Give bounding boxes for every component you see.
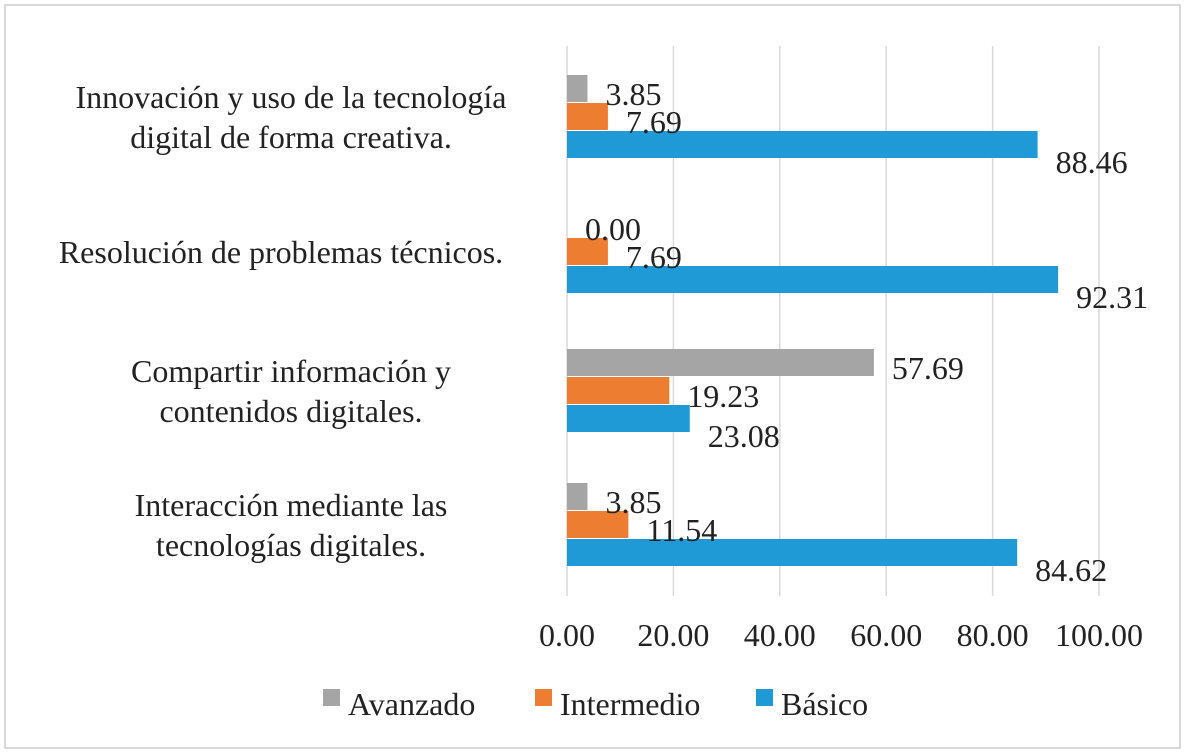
category-label-line: tecnologías digitales. <box>156 527 426 563</box>
data-label: 84.62 <box>1035 552 1107 588</box>
chart-frame: 3.85 7.69 88.46 0.00 7.69 92.31 57.69 19.23 23.0… <box>4 4 1181 749</box>
data-label: 0.00 <box>585 211 641 247</box>
bar-básico <box>567 131 1038 158</box>
bar-intermedio <box>567 238 608 265</box>
category-label: Compartir información y contenidos digita… <box>131 353 451 429</box>
category-label-line: Interacción mediante las <box>135 487 448 523</box>
bar-chart: 3.857.6988.460.007.6992.3157.6919.2323.0… <box>59 46 1148 722</box>
category-label-line: contenidos digitales. <box>159 393 422 429</box>
data-label: 7.69 <box>626 239 682 275</box>
bar-básico <box>567 405 690 432</box>
bar-avanzado <box>567 349 874 376</box>
legend-swatch <box>323 689 340 706</box>
bar-avanzado <box>567 75 588 102</box>
category-labels: Innovación y uso de la tecnología digital… <box>59 79 507 563</box>
category-label-line: Resolución de problemas técnicos. <box>59 234 503 270</box>
data-label: 92.31 <box>1076 279 1148 315</box>
bar-básico <box>567 266 1059 293</box>
bar-intermedio <box>567 103 608 130</box>
data-label: 7.69 <box>626 104 682 140</box>
x-tick-label: 60.00 <box>850 617 922 653</box>
category-label: Innovación y uso de la tecnología digital… <box>76 79 507 155</box>
category-label-line: Compartir información y <box>131 353 451 389</box>
legend: Avanzado Intermedio Básico <box>323 686 868 722</box>
legend-label: Básico <box>781 686 868 722</box>
x-axis-ticks: 0.00 20.00 40.00 60.00 80.00 100.00 <box>539 617 1143 653</box>
x-tick-label: 100.00 <box>1055 617 1143 653</box>
category-label-line: digital de forma creativa. <box>130 119 452 155</box>
data-label: 11.54 <box>646 512 717 548</box>
data-label: 88.46 <box>1056 144 1128 180</box>
x-tick-label: 20.00 <box>637 617 709 653</box>
bar-intermedio <box>567 377 670 404</box>
bar-intermedio <box>567 511 629 538</box>
legend-swatch <box>756 689 773 706</box>
legend-label: Avanzado <box>348 686 475 722</box>
data-label: 19.23 <box>687 378 759 414</box>
x-tick-label: 0.00 <box>539 617 595 653</box>
bars <box>567 75 1059 566</box>
data-label: 3.85 <box>605 484 661 520</box>
x-tick-label: 40.00 <box>744 617 816 653</box>
category-label: Interacción mediante las tecnologías digi… <box>135 487 448 563</box>
data-label: 3.85 <box>605 76 661 112</box>
category-label: Resolución de problemas técnicos. <box>59 234 503 270</box>
bar-básico <box>567 539 1018 566</box>
data-label: 57.69 <box>892 350 964 386</box>
x-tick-label: 80.00 <box>957 617 1029 653</box>
data-labels: 3.857.6988.460.007.6992.3157.6919.2323.0… <box>585 76 1148 588</box>
category-label-line: Innovación y uso de la tecnología <box>76 79 507 115</box>
legend-swatch <box>535 689 552 706</box>
data-label: 23.08 <box>708 418 780 454</box>
bar-avanzado <box>567 483 588 510</box>
legend-label: Intermedio <box>560 686 700 722</box>
